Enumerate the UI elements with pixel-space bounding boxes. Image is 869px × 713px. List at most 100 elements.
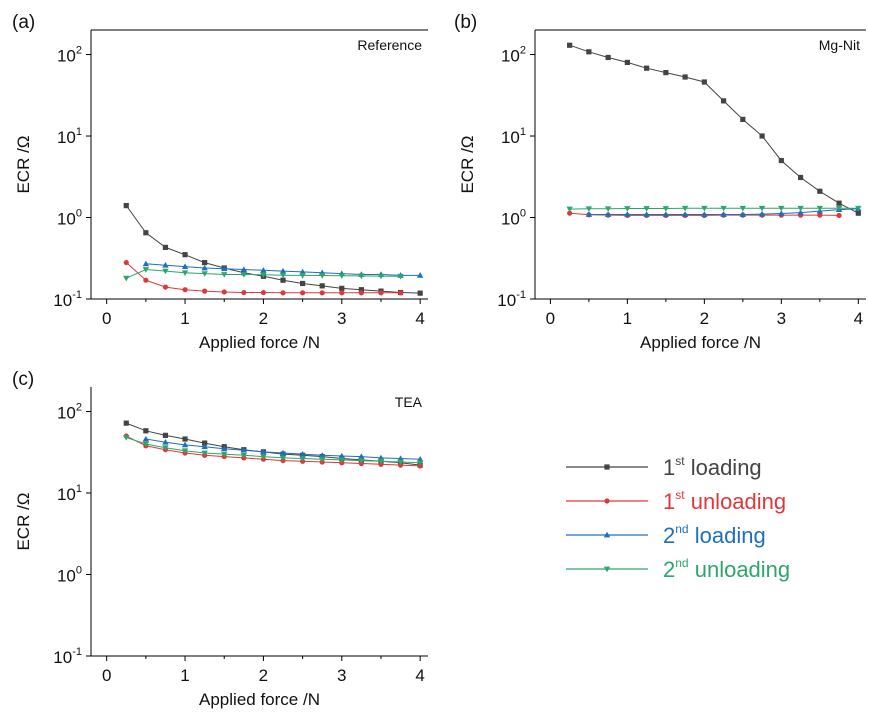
data-point — [201, 450, 208, 457]
data-point — [221, 272, 228, 278]
data-point — [221, 265, 228, 272]
data-point — [416, 460, 424, 466]
data-point — [240, 272, 248, 278]
series-1 — [123, 203, 423, 296]
x-tick-label: 1 — [180, 666, 189, 685]
data-point — [377, 273, 385, 280]
data-point — [221, 451, 228, 458]
y-tick-label: 102 — [57, 45, 82, 66]
y-tick-label: 101 — [57, 126, 82, 147]
x-axis-label: Applied force /N — [199, 690, 320, 709]
data-point — [142, 441, 150, 448]
data-point — [260, 454, 267, 460]
data-point — [797, 209, 804, 215]
data-point — [643, 206, 650, 212]
data-point — [778, 210, 785, 216]
data-point — [378, 290, 384, 296]
data-point — [240, 266, 248, 272]
data-point — [319, 290, 325, 296]
data-point — [758, 210, 766, 217]
data-point — [797, 205, 804, 212]
data-point — [681, 211, 689, 217]
data-point — [279, 267, 287, 274]
legend-entry: 2nd loading — [566, 522, 766, 548]
data-point — [338, 273, 345, 279]
data-point — [162, 445, 169, 451]
x-tick-label: 1 — [623, 309, 632, 328]
x-tick-label: 3 — [337, 666, 346, 685]
data-point — [143, 277, 149, 283]
data-point — [338, 457, 345, 464]
data-point — [720, 211, 727, 217]
data-point — [123, 420, 129, 426]
data-point — [566, 206, 573, 213]
data-point — [279, 449, 287, 456]
data-point — [358, 287, 364, 293]
data-point — [417, 290, 423, 296]
data-point — [162, 439, 169, 445]
series-2 — [123, 433, 423, 469]
legend-marker — [604, 498, 610, 504]
data-point — [142, 260, 150, 267]
data-point — [182, 287, 188, 293]
data-point — [740, 116, 746, 122]
data-point — [662, 211, 670, 217]
data-point — [739, 205, 747, 212]
data-point — [181, 263, 189, 269]
legend-label: 1st unloading — [663, 488, 786, 514]
y-axis-label: ECR /Ω — [458, 135, 477, 193]
x-axis-label: Applied force /N — [199, 333, 320, 352]
x-tick-label: 3 — [777, 309, 786, 328]
data-point — [240, 447, 248, 453]
panel-annotation: TEA — [395, 394, 423, 410]
data-point — [181, 270, 189, 276]
data-point — [855, 210, 861, 216]
x-tick-label: 0 — [546, 309, 555, 328]
data-point — [299, 450, 306, 457]
series-1 — [123, 420, 423, 468]
legend-marker — [604, 464, 610, 470]
data-point — [202, 259, 208, 266]
y-tick-label: 10-1 — [497, 289, 526, 310]
data-point — [182, 436, 188, 442]
data-point — [300, 290, 306, 296]
data-point — [377, 454, 385, 461]
data-point — [663, 70, 669, 76]
y-axis-label: ECR /Ω — [14, 135, 33, 193]
y-tick-label: 100 — [57, 208, 82, 229]
data-point — [397, 290, 404, 296]
legend-label: 2nd loading — [663, 522, 766, 548]
series-line — [569, 44, 859, 214]
y-tick-label: 101 — [57, 483, 82, 504]
panel-a: (a) Reference 0 1 2 3 4 102 101 100 10-1 ECR /Ω Appl… — [12, 12, 428, 352]
data-point — [143, 428, 149, 434]
data-point — [836, 212, 842, 219]
y-axis-label: ECR /Ω — [14, 492, 33, 550]
legend-marker — [603, 566, 611, 573]
data-point — [318, 456, 326, 463]
data-point — [758, 205, 766, 212]
series-line — [126, 435, 421, 467]
x-tick-label: 4 — [854, 309, 863, 328]
data-point — [162, 244, 169, 250]
data-point — [377, 458, 385, 465]
panel-annotation: Reference — [357, 37, 422, 53]
data-point — [123, 435, 130, 441]
data-point — [299, 272, 306, 279]
data-point — [585, 206, 593, 212]
data-point — [662, 206, 670, 212]
data-point — [339, 290, 345, 296]
data-point — [720, 205, 727, 212]
x-tick-label: 2 — [700, 309, 709, 328]
series-4 — [123, 267, 404, 282]
data-point — [339, 285, 345, 291]
data-point — [142, 267, 150, 273]
series-2 — [123, 259, 404, 296]
panel-annotation: Mg-Nit — [819, 37, 860, 53]
panel-b: (b) Mg-Nit 0 1 2 3 4 102 101 100 10-1 ECR /Ω Applied… — [454, 12, 866, 352]
legend-entry: 1st loading — [566, 454, 762, 480]
legend-marker — [603, 531, 611, 538]
series-1 — [567, 42, 861, 216]
data-point — [201, 271, 208, 277]
